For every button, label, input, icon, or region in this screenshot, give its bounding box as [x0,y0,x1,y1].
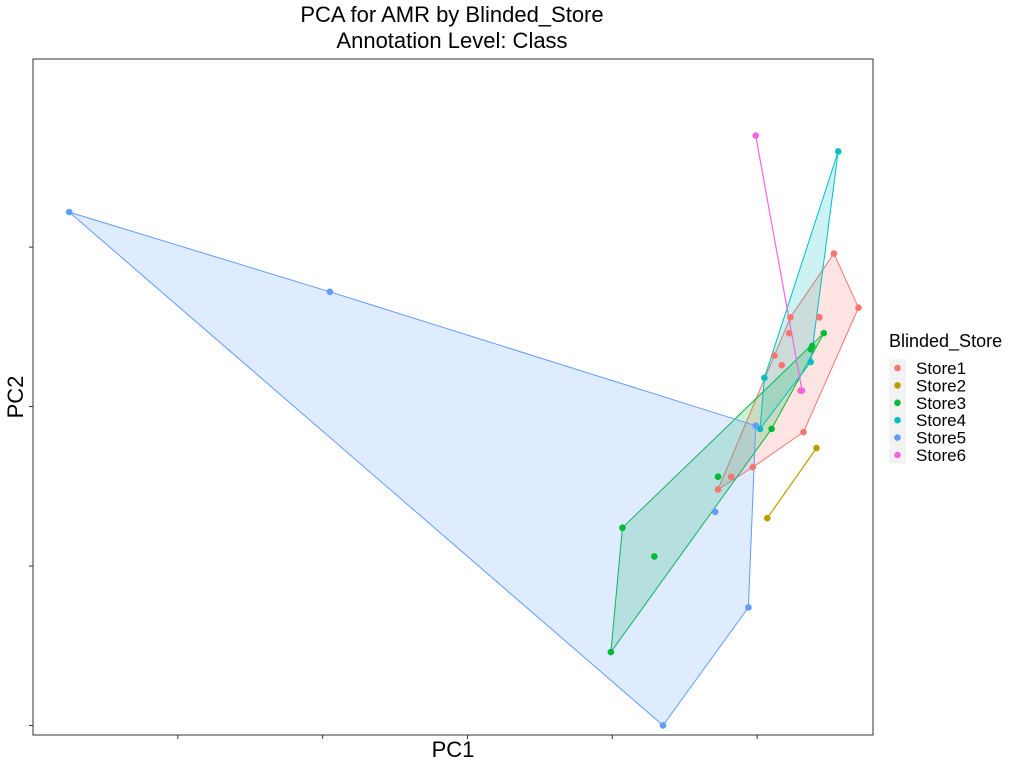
legend-title: Blinded_Store [889,331,1002,352]
store1-point-9 [778,361,786,369]
store5-point-6 [659,722,667,729]
store1-point-3 [800,428,807,436]
legend-key-store2 [894,382,901,389]
store1-point-7 [816,313,823,321]
y-axis-label: PC2 [3,376,28,419]
store1-point-11 [787,313,794,321]
store3-point-2 [619,524,626,532]
store3-point-1 [820,329,828,337]
point-layer [65,132,862,729]
store5-hull [68,211,757,727]
legend-label-store4: Store4 [916,411,966,430]
store3-point-8 [807,345,815,353]
store2-point-1 [813,444,820,452]
store1-point-12 [749,463,757,471]
line-layer [755,135,818,519]
legend-label-store2: Store2 [916,376,966,395]
chart-subtitle: Annotation Level: Class [336,28,567,53]
store3-point-6 [768,425,775,433]
panel-border [32,58,874,736]
store2-point-2 [763,514,771,522]
store1-point-10 [785,329,793,337]
store5-point-1 [65,208,73,216]
store6-point-2 [798,387,806,394]
store5-point-5 [745,604,752,611]
store2-line [766,447,818,519]
axis-ticks [29,246,758,739]
store4-point-2 [761,374,768,382]
store5-point-4 [711,508,719,516]
hull-layer [68,151,860,727]
store5-point-2 [326,288,334,296]
chart-title: PCA for AMR by Blinded_Store [300,2,603,27]
store3-point-3 [607,648,615,656]
store6-line [755,135,803,391]
legend-label-store6: Store6 [916,446,966,465]
store1-point-5 [727,473,735,481]
store1-point-4 [771,352,778,359]
store3-point-4 [651,553,658,560]
legend-key-store4 [894,416,901,424]
legend-key-store6 [894,451,901,459]
store5-point-3 [752,422,759,429]
legend-label-store5: Store5 [916,429,966,448]
store1-point-1 [830,250,838,257]
store6-point-1 [752,132,759,139]
store1-point-6 [714,486,722,493]
store4-point-4 [807,358,815,366]
legend-key-store1 [894,364,901,372]
legend-key-store3 [894,399,901,407]
store3-point-5 [714,473,722,481]
legend-key-store5 [894,434,901,441]
legend-label-store3: Store3 [916,394,966,413]
store4-point-1 [834,148,842,155]
store1-point-2 [855,304,862,312]
x-axis-label: PC1 [432,737,475,762]
legend-label-store1: Store1 [916,359,966,378]
